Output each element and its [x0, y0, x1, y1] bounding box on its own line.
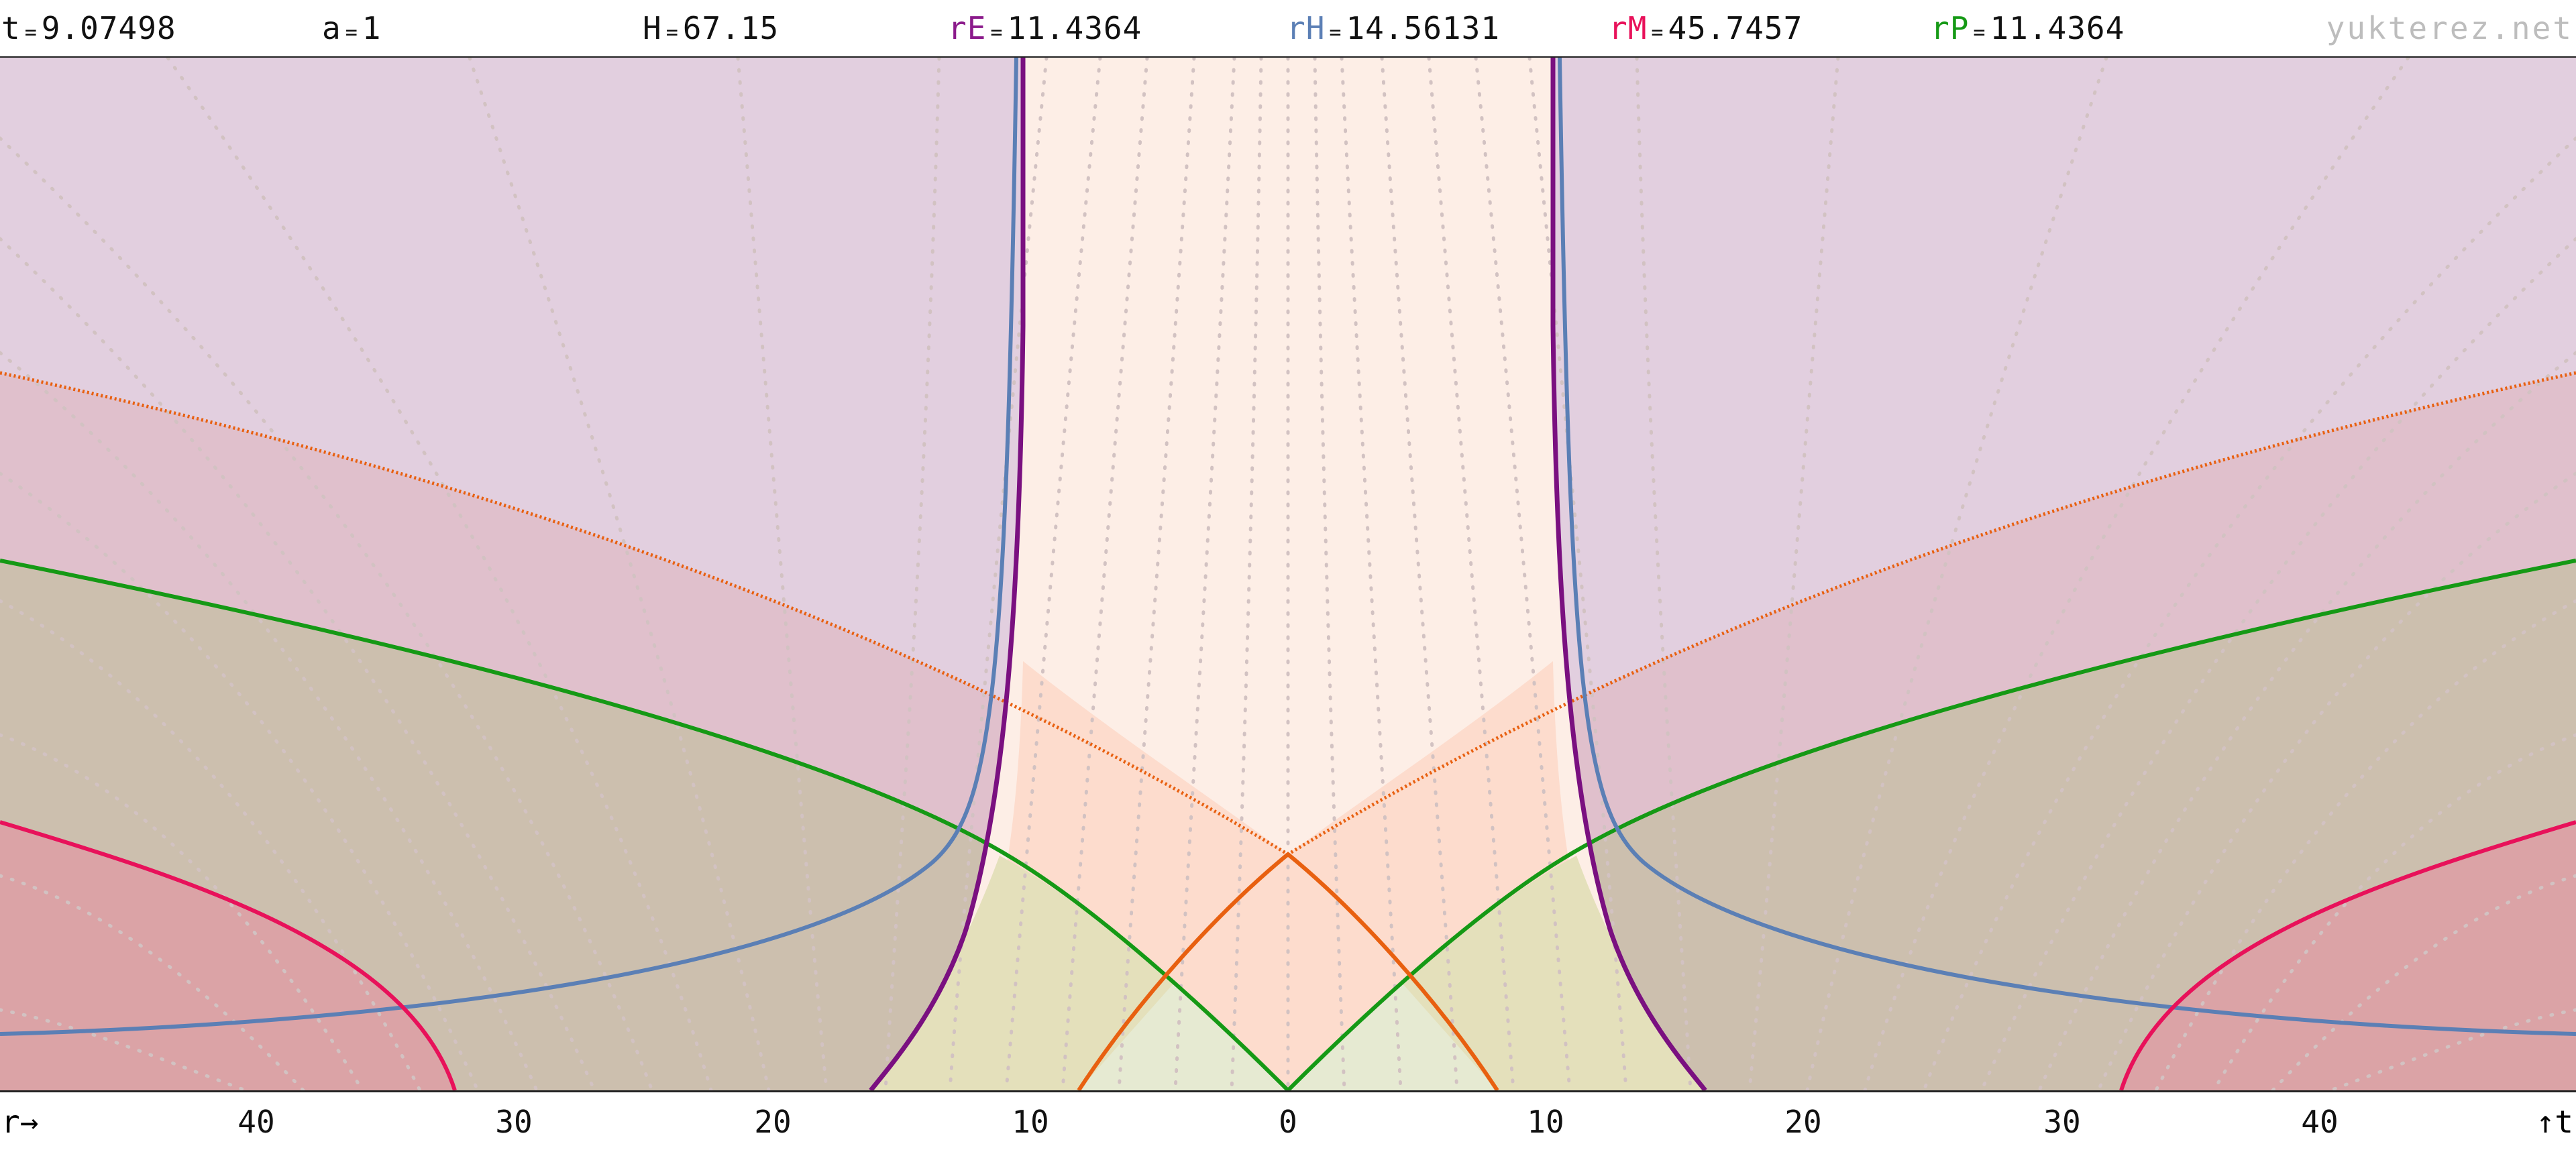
param-rM: rM = 45.7457: [1609, 8, 1803, 53]
tick-label: 20: [754, 1104, 792, 1140]
yellow-region: [871, 856, 1705, 1090]
comoving-grid: [0, 58, 2576, 1090]
param-a-symbol: a: [322, 10, 341, 46]
param-H: H = 67.15: [643, 8, 779, 53]
param-a: a = 1: [322, 8, 381, 53]
param-H-value: 67.15: [682, 10, 780, 46]
green-bottom-region: [1079, 983, 1497, 1090]
param-rM-value: 45.7457: [1668, 10, 1803, 46]
equals-sign: =: [1651, 21, 1664, 44]
tan-region: [0, 561, 2576, 1090]
tick-label: 40: [237, 1104, 275, 1140]
param-t: t = 9.07498: [1, 8, 176, 53]
light-cone-curve: [1077, 852, 1499, 1090]
red-region-left: [0, 822, 455, 1090]
tick-label: 0: [1279, 1104, 1297, 1140]
tick-label: 10: [1527, 1104, 1564, 1140]
hubble-radius-curve: [1558, 58, 2576, 1036]
equals-sign: =: [990, 21, 1004, 44]
max-radius-curve: [0, 820, 457, 1090]
param-rE-value: 11.4364: [1007, 10, 1142, 46]
equals-sign: =: [24, 21, 38, 44]
param-a-value: 1: [362, 10, 382, 46]
param-rP-symbol: rP: [1931, 10, 1970, 46]
hubble-radius-curve: [0, 58, 1018, 1036]
param-H-symbol: H: [643, 10, 662, 46]
equals-sign: =: [345, 21, 358, 44]
tick-label: 30: [2043, 1104, 2081, 1140]
tick-label: 30: [495, 1104, 533, 1140]
param-rP-value: 11.4364: [1990, 10, 2125, 46]
event-horizon-curve: [1550, 58, 1707, 1090]
param-t-value: 9.07498: [41, 10, 176, 46]
brand-watermark: yukterez.net: [2326, 10, 2573, 46]
equals-sign: =: [1329, 21, 1342, 44]
param-t-symbol: t: [1, 10, 21, 46]
axis-label-t: ↑t: [2536, 1104, 2573, 1140]
cosmology-diagram: [0, 58, 2576, 1090]
particle-horizon-curve: [0, 559, 2576, 1090]
param-rE: rE = 11.4364: [948, 8, 1142, 53]
tick-label: 10: [1012, 1104, 1049, 1140]
equals-sign: =: [665, 21, 679, 44]
axis-label-r: r→: [1, 1104, 39, 1140]
param-rE-symbol: rE: [948, 10, 987, 46]
tick-label: 40: [2301, 1104, 2339, 1140]
param-rM-symbol: rM: [1609, 10, 1648, 46]
param-rH-symbol: rH: [1287, 10, 1326, 46]
red-region-right: [2121, 822, 2576, 1090]
radius-axis: r→ 40 30 20 10 0 10 20 30 40 ↑t: [0, 1090, 2576, 1150]
event-horizon-curve: [869, 58, 1026, 1090]
tick-label: 20: [1784, 1104, 1822, 1140]
param-rH-value: 14.56131: [1346, 10, 1501, 46]
parameter-bar: t = 9.07498 a = 1 H = 67.15 rE = 11.4364 rH = 14.5…: [0, 0, 2576, 58]
param-rP: rP = 11.4364: [1931, 8, 2125, 53]
param-rH: rH = 14.56131: [1287, 8, 1500, 53]
equals-sign: =: [1973, 21, 1986, 44]
max-radius-curve: [2119, 820, 2576, 1090]
